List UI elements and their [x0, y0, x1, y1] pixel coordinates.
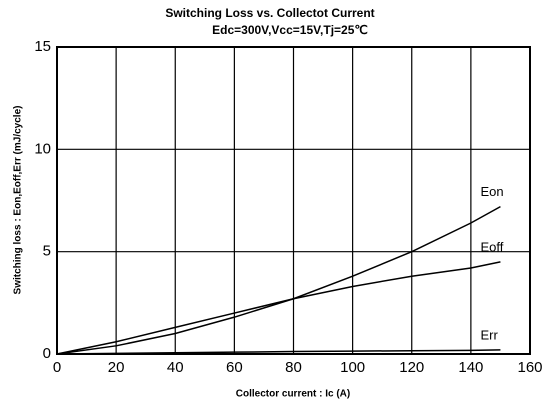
x-tick-label: 40: [167, 359, 184, 376]
x-tick-label: 20: [108, 359, 125, 376]
x-tick-label: 100: [340, 359, 365, 376]
x-tick-label: 160: [517, 359, 542, 376]
chart-title: Switching Loss vs. Collectot Current: [165, 6, 374, 20]
x-tick-label: 0: [53, 359, 61, 376]
line: [56, 261, 501, 355]
y-tick-label: 0: [43, 345, 51, 362]
y-tick-label: 15: [34, 38, 51, 55]
x-tick-label: 60: [226, 359, 243, 376]
x-tick-label: 140: [458, 359, 483, 376]
line: [56, 205, 501, 355]
x-tick-label: 80: [285, 359, 302, 376]
x-axis-label: Collector current : Ic (A): [236, 389, 350, 400]
series-label: Err: [480, 327, 498, 342]
series-label: Eon: [480, 184, 503, 199]
x-tick-label: 120: [399, 359, 424, 376]
plot-frame: [56, 46, 531, 355]
series-label: Eoff: [480, 239, 503, 254]
chart-subtitle: Edc=300V,Vcc=15V,Tj=25℃: [212, 23, 368, 37]
y-tick-label: 10: [34, 140, 51, 157]
y-axis-label: Switching loss : Eon,Eoff,Err (mJ/cycle): [13, 106, 24, 295]
y-tick-label: 5: [43, 243, 51, 260]
line: [56, 349, 501, 355]
